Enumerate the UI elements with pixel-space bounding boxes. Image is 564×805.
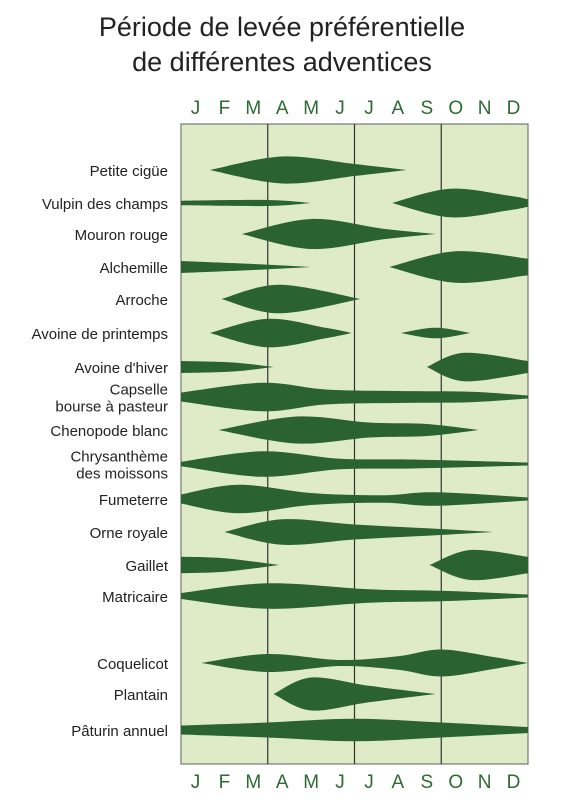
species-row: Petite cigüe: [90, 156, 407, 184]
month-label-bottom: J: [335, 772, 345, 793]
species-row: Plantain: [114, 677, 436, 711]
emergence-shape: [181, 718, 528, 742]
month-label-top: M: [303, 98, 319, 119]
species-label: Alchemille: [100, 260, 168, 277]
emergence-shape: [181, 261, 312, 273]
species-label: bourse à pasteur: [55, 399, 168, 416]
month-label-bottom: A: [276, 772, 289, 793]
emergence-shape: [181, 583, 528, 609]
species-label: Avoine de printemps: [32, 326, 168, 343]
month-label-top: J: [364, 98, 374, 119]
emergence-shape: [389, 251, 528, 283]
species-row: Mouron rouge: [75, 218, 436, 250]
species-row: Avoine d'hiver: [75, 352, 528, 382]
species-label: Mouron rouge: [75, 227, 168, 244]
emergence-shape: [181, 199, 312, 207]
emergence-shape: [181, 361, 274, 373]
species-label: Gaillet: [125, 558, 168, 575]
species-label: Fumeterre: [99, 492, 168, 509]
title-line-2: de différentes adventices: [132, 47, 432, 77]
emergence-shape: [209, 156, 407, 184]
month-label-bottom: F: [219, 772, 231, 793]
emergence-shape: [181, 484, 528, 514]
month-label-bottom: D: [507, 772, 521, 793]
emergence-shape: [218, 416, 479, 444]
species-label: Avoine d'hiver: [75, 360, 168, 377]
species-row: Matricaire: [102, 583, 528, 609]
month-label-bottom: O: [448, 772, 463, 793]
species-row: Avoine de printemps: [32, 318, 471, 348]
species-row: Fumeterre: [99, 484, 528, 514]
month-label-bottom: J: [191, 772, 201, 793]
emergence-shape: [209, 318, 352, 348]
month-label-bottom: S: [420, 772, 433, 793]
emergence-shape: [429, 549, 528, 581]
species-row: Orne royale: [90, 519, 494, 545]
species-row: Vulpin des champs: [42, 188, 528, 218]
month-label-bottom: J: [364, 772, 374, 793]
month-label-bottom: N: [478, 772, 492, 793]
species-label: Orne royale: [90, 525, 168, 542]
emergence-shape: [241, 218, 436, 250]
month-label-top: D: [507, 98, 521, 119]
species-label: des moissons: [76, 466, 168, 483]
species-label: Capselle: [110, 382, 168, 399]
month-label-top: O: [448, 98, 463, 119]
month-label-top: A: [392, 98, 405, 119]
species-label: Pâturin annuel: [71, 723, 168, 740]
species-label: Matricaire: [102, 589, 168, 606]
species-label: Chrysanthème: [70, 449, 168, 466]
emergence-shape: [181, 556, 280, 574]
emergence-shape: [221, 284, 361, 314]
emergence-shape: [181, 382, 528, 412]
species-label: Plantain: [114, 687, 168, 704]
title-line-1: Période de levée préférentielle: [98, 12, 466, 42]
month-label-bottom: M: [303, 772, 319, 793]
month-label-bottom: M: [245, 772, 261, 793]
species-row: Alchemille: [100, 251, 528, 283]
month-label-top: S: [420, 98, 433, 119]
species-row: Pâturin annuel: [71, 718, 528, 742]
emergence-shape: [400, 327, 471, 339]
species-label: Chenopode blanc: [50, 423, 168, 440]
species-row: Coquelicot: [97, 649, 528, 677]
emergence-shape: [426, 352, 528, 382]
month-label-bottom: A: [392, 772, 405, 793]
emergence-shape: [181, 451, 528, 477]
month-label-top: J: [335, 98, 345, 119]
species-label: Arroche: [115, 292, 168, 309]
species-label: Coquelicot: [97, 656, 169, 673]
month-label-top: J: [191, 98, 201, 119]
month-label-top: F: [219, 98, 231, 119]
emergence-shape: [392, 188, 528, 218]
month-label-top: N: [478, 98, 492, 119]
species-row: Gaillet: [125, 549, 528, 581]
month-label-top: A: [276, 98, 289, 119]
chart-title: Période de levée préférentielle de diffé…: [0, 10, 564, 80]
emergence-shape: [273, 677, 436, 711]
species-label: Petite cigüe: [90, 163, 168, 180]
species-label: Vulpin des champs: [42, 196, 168, 213]
emergence-shape: [224, 519, 494, 545]
species-row: Chenopode blanc: [50, 416, 479, 444]
species-row: Arroche: [115, 284, 361, 314]
month-label-top: M: [245, 98, 261, 119]
emergence-shape: [201, 649, 528, 677]
